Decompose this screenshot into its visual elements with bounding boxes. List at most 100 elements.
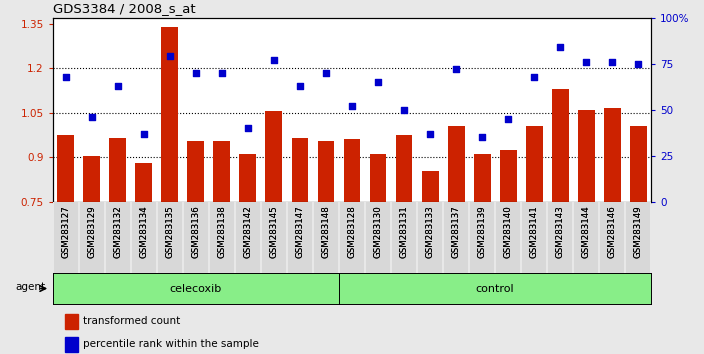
Text: GSM283141: GSM283141	[529, 205, 539, 258]
Text: GSM283144: GSM283144	[582, 205, 591, 258]
FancyBboxPatch shape	[54, 202, 77, 273]
Bar	[239, 154, 256, 202]
Text: GDS3384 / 2008_s_at: GDS3384 / 2008_s_at	[53, 2, 196, 15]
Text: GSM283140: GSM283140	[503, 205, 513, 258]
Bar	[265, 111, 282, 202]
Point	[86, 114, 97, 120]
Text: GSM283140: GSM283140	[503, 205, 513, 258]
Text: GSM283129: GSM283129	[87, 205, 96, 258]
FancyBboxPatch shape	[470, 202, 494, 273]
FancyBboxPatch shape	[392, 202, 416, 273]
FancyBboxPatch shape	[340, 202, 364, 273]
Text: GSM283149: GSM283149	[634, 205, 643, 258]
Point	[503, 116, 514, 122]
Text: GSM283131: GSM283131	[400, 205, 408, 258]
Text: GSM283145: GSM283145	[270, 205, 279, 258]
Point	[216, 70, 227, 76]
Point	[633, 61, 644, 67]
Text: transformed count: transformed count	[83, 316, 180, 326]
Text: GSM283138: GSM283138	[218, 205, 227, 258]
Text: GSM283127: GSM283127	[61, 205, 70, 258]
Bar	[109, 138, 126, 202]
FancyBboxPatch shape	[262, 202, 286, 273]
FancyBboxPatch shape	[210, 202, 234, 273]
Bar	[422, 171, 439, 202]
Point	[60, 74, 71, 79]
FancyBboxPatch shape	[80, 202, 103, 273]
Bar	[344, 139, 360, 202]
Point	[242, 125, 253, 131]
Bar	[396, 135, 413, 202]
FancyBboxPatch shape	[237, 202, 260, 273]
FancyBboxPatch shape	[366, 202, 390, 273]
Text: GSM283142: GSM283142	[244, 205, 253, 258]
Text: GSM283130: GSM283130	[374, 205, 382, 258]
Point	[112, 83, 123, 88]
Text: GSM283142: GSM283142	[244, 205, 253, 258]
Text: GSM283146: GSM283146	[608, 205, 617, 258]
Text: percentile rank within the sample: percentile rank within the sample	[83, 339, 258, 349]
Text: GSM283131: GSM283131	[400, 205, 408, 258]
Bar	[500, 150, 517, 202]
Point	[529, 74, 540, 79]
Text: GSM283138: GSM283138	[218, 205, 227, 258]
Bar	[213, 141, 230, 202]
Text: GSM283135: GSM283135	[165, 205, 175, 258]
Text: GSM283144: GSM283144	[582, 205, 591, 258]
Text: GSM283149: GSM283149	[634, 205, 643, 258]
Bar	[578, 110, 595, 202]
Text: GSM283135: GSM283135	[165, 205, 175, 258]
Bar	[161, 27, 178, 202]
Text: GSM283141: GSM283141	[529, 205, 539, 258]
Text: GSM283134: GSM283134	[139, 205, 149, 258]
Point	[581, 59, 592, 65]
Point	[555, 44, 566, 50]
Bar	[604, 108, 621, 202]
Text: celecoxib: celecoxib	[170, 284, 222, 293]
Text: GSM283147: GSM283147	[296, 205, 304, 258]
Text: GSM283130: GSM283130	[374, 205, 382, 258]
Point	[164, 53, 175, 59]
Point	[398, 107, 410, 113]
Text: GSM283132: GSM283132	[113, 205, 122, 258]
Text: GSM283148: GSM283148	[322, 205, 330, 258]
FancyBboxPatch shape	[158, 202, 182, 273]
Text: GSM283143: GSM283143	[555, 205, 565, 258]
FancyBboxPatch shape	[601, 202, 624, 273]
Text: agent: agent	[15, 282, 46, 292]
FancyBboxPatch shape	[496, 202, 520, 273]
Text: GSM283129: GSM283129	[87, 205, 96, 258]
Point	[138, 131, 149, 137]
FancyBboxPatch shape	[288, 202, 312, 273]
Point	[320, 70, 332, 76]
Bar	[448, 126, 465, 202]
Text: GSM283137: GSM283137	[451, 205, 460, 258]
Text: GSM283145: GSM283145	[270, 205, 279, 258]
Text: GSM283146: GSM283146	[608, 205, 617, 258]
Point	[425, 131, 436, 137]
Bar	[318, 141, 334, 202]
Text: GSM283137: GSM283137	[451, 205, 460, 258]
Bar	[57, 135, 74, 202]
FancyBboxPatch shape	[106, 202, 130, 273]
Bar	[135, 162, 152, 202]
FancyBboxPatch shape	[444, 202, 467, 273]
FancyBboxPatch shape	[548, 202, 572, 273]
Bar	[65, 337, 78, 352]
Bar	[552, 89, 569, 202]
Bar	[474, 154, 491, 202]
FancyBboxPatch shape	[574, 202, 598, 273]
FancyBboxPatch shape	[418, 202, 442, 273]
Point	[268, 57, 279, 63]
FancyBboxPatch shape	[522, 202, 546, 273]
Text: GSM283127: GSM283127	[61, 205, 70, 258]
Text: GSM283133: GSM283133	[425, 205, 434, 258]
Point	[451, 67, 462, 72]
Text: GSM283128: GSM283128	[348, 205, 356, 258]
Point	[190, 70, 201, 76]
Text: GSM283133: GSM283133	[425, 205, 434, 258]
Point	[607, 59, 618, 65]
Text: GSM283148: GSM283148	[322, 205, 330, 258]
Text: GSM283136: GSM283136	[191, 205, 201, 258]
Bar	[65, 314, 78, 329]
